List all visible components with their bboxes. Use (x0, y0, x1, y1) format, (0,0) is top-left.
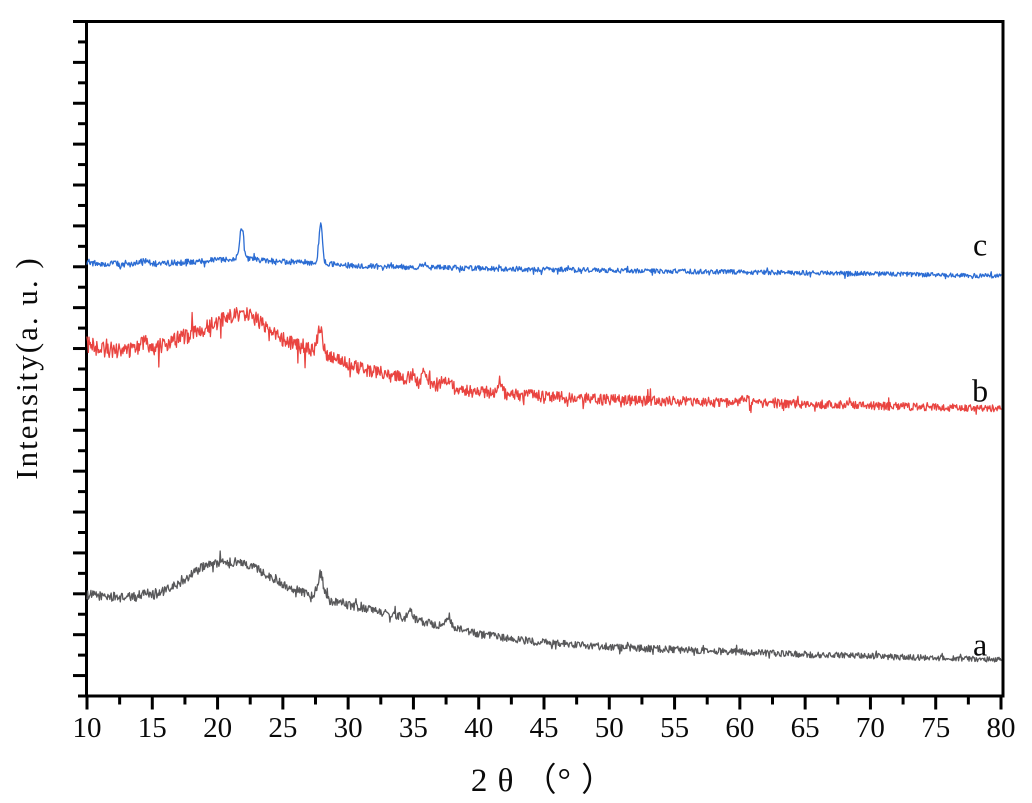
x-tick-label-40: 40 (464, 712, 494, 744)
curve-b (86, 306, 1002, 415)
curve-a (86, 550, 1002, 663)
x-tick-label-70: 70 (855, 712, 885, 744)
x-tick-label-20: 20 (203, 712, 233, 744)
x-tick-label-60: 60 (725, 712, 755, 744)
x-tick-label-25: 25 (268, 712, 298, 744)
curve-c (86, 222, 1002, 280)
x-tick-label-55: 55 (660, 712, 690, 744)
y-axis-label: Intensity(a. u. ) (9, 256, 44, 480)
x-axis-label: 2 θ （° ） (470, 763, 616, 799)
x-tick-label-35: 35 (398, 712, 428, 744)
x-tick-label-75: 75 (921, 712, 951, 744)
series-label-b: b (972, 372, 989, 409)
x-tick-label-15: 15 (137, 712, 167, 744)
series-label-a: a (972, 626, 988, 663)
axes-frame (85, 20, 1005, 698)
series-label-c: c (972, 226, 988, 263)
x-tick-label-50: 50 (594, 712, 624, 744)
x-tick-label-30: 30 (333, 712, 363, 744)
x-tick-label-10: 10 (72, 712, 102, 744)
x-tick-label-65: 65 (790, 712, 820, 744)
x-tick-label-45: 45 (529, 712, 559, 744)
x-tick-label-80: 80 (986, 712, 1016, 744)
